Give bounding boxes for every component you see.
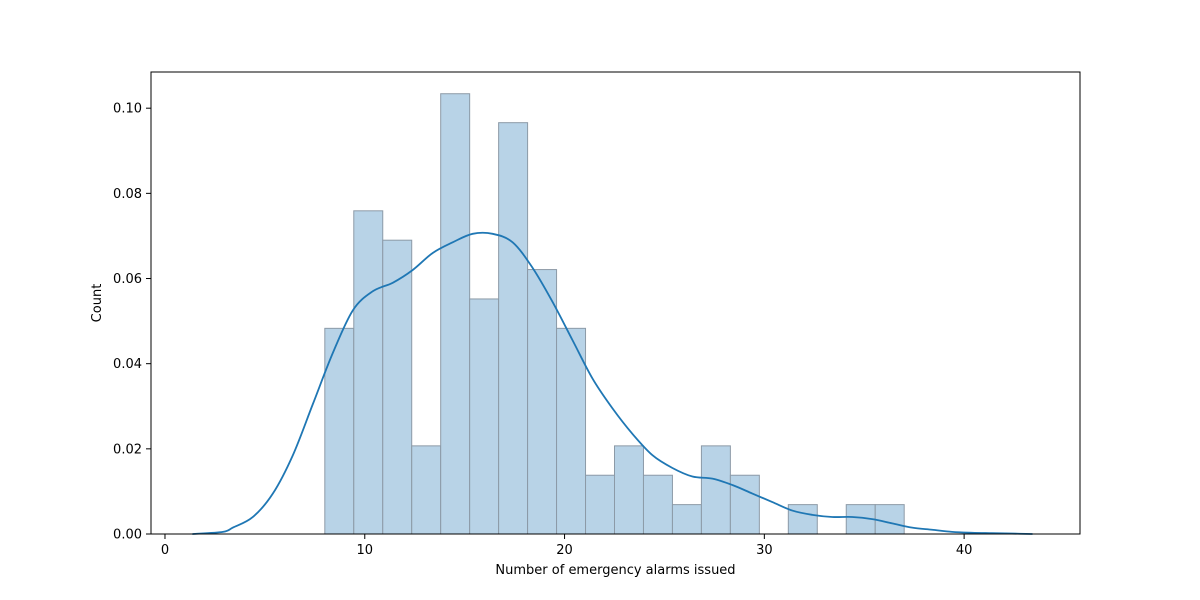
histogram-bar [700,445,731,535]
y-tick-label: 0.10 [113,102,142,117]
kde-curve [192,231,1033,535]
histogram-bar [469,298,500,535]
histogram-bar [614,445,644,535]
x-tick-label: 30 [756,543,773,558]
x-tick-label: 40 [956,543,973,558]
x-axis-label: Number of emergency alarms issued [495,563,735,578]
y-tick-label: 0.02 [113,442,142,457]
y-tick-label: 0.00 [113,528,142,543]
histogram-bar [498,122,529,535]
histogram-bar [585,474,616,535]
histogram-bar [874,504,905,535]
x-tick-label: 20 [556,543,573,558]
histogram-bar [382,239,413,535]
y-tick-label: 0.06 [113,272,142,287]
histogram-bar [411,445,442,535]
x-axis-ticks: 0 10 20 30 40 [161,534,973,558]
x-tick-label: 0 [161,543,169,558]
histogram-bar [671,504,702,535]
histogram-bar [729,474,760,535]
histogram-bar [556,327,587,535]
y-axis-label: Count [90,284,105,323]
plot-frame [150,71,1081,535]
y-tick-label: 0.08 [113,187,142,202]
histogram-bar [440,93,471,535]
histogram-bar [353,210,384,535]
bars-layer [324,93,905,535]
kde-layer [192,231,1033,535]
histogram-bar [642,474,673,535]
y-tick-label: 0.04 [113,357,142,372]
histogram-bar [527,269,558,535]
x-tick-label: 10 [356,543,373,558]
histogram-bar [324,327,355,535]
histogram-bar [787,504,818,535]
y-axis-ticks: 0.00 0.02 0.04 0.06 0.08 0.10 [113,102,151,543]
